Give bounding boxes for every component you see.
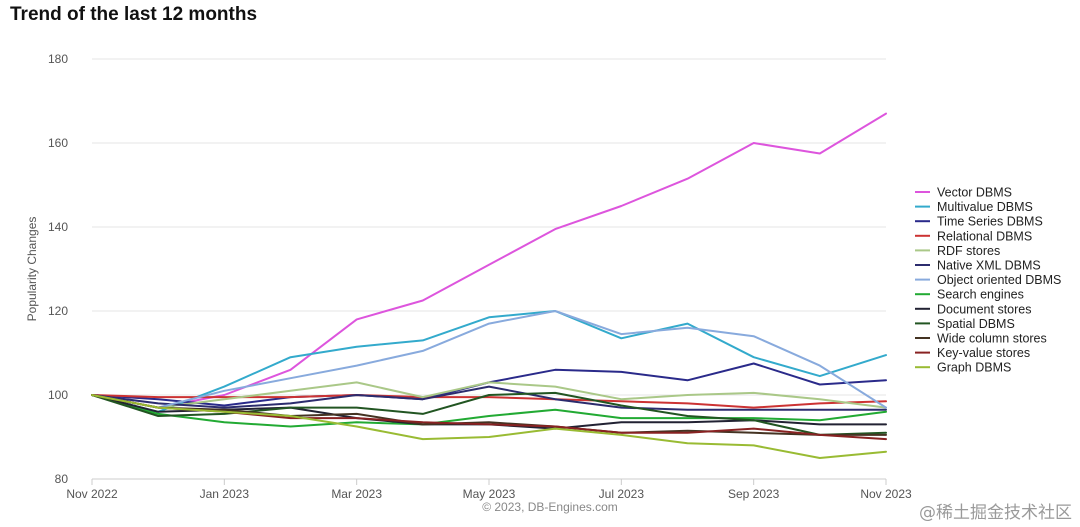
legend-item[interactable]: Spatial DBMS (915, 317, 1015, 331)
series-line-native-xml-dbms[interactable] (91, 385, 887, 411)
legend-item[interactable]: RDF stores (915, 244, 1000, 258)
legend-item[interactable]: Key-value stores (915, 346, 1030, 360)
x-tick-label: May 2023 (463, 487, 516, 501)
series-line-time-series-dbms[interactable] (91, 362, 887, 407)
watermark-text: @稀土掘金技术社区 (919, 503, 1072, 523)
x-tick-label: Jul 2023 (599, 487, 645, 501)
legend-item[interactable]: Time Series DBMS (915, 215, 1043, 229)
x-tick-label: Nov 2022 (66, 487, 118, 501)
series-line-spatial-dbms[interactable] (91, 391, 887, 436)
x-tick-label: Sep 2023 (728, 487, 780, 501)
y-tick-label: 160 (48, 136, 68, 150)
legend-label: Relational DBMS (937, 229, 1032, 243)
legend-item[interactable]: Native XML DBMS (915, 259, 1041, 273)
series-line-object-oriented-dbms[interactable] (91, 310, 887, 409)
legend-label: Vector DBMS (937, 186, 1012, 200)
axes: 80 100 120 140 160 180 Nov 2022 Jan 2023 Mar 202… (25, 52, 912, 501)
x-tick-label: Mar 2023 (331, 487, 382, 501)
y-axis-title: Popularity Changes (25, 217, 39, 322)
legend-label: Key-value stores (937, 346, 1030, 360)
legend-item[interactable]: Graph DBMS (915, 361, 1011, 375)
series-line-rdf-stores[interactable] (91, 381, 887, 409)
legend-label: Search engines (937, 288, 1024, 302)
legend-label: Document stores (937, 302, 1031, 316)
legend-label: Multivalue DBMS (937, 200, 1033, 214)
legend-label: Wide column stores (937, 332, 1047, 346)
y-tick-label: 120 (48, 304, 68, 318)
credit-text[interactable]: © 2023, DB-Engines.com (482, 500, 618, 514)
legend-label: RDF stores (937, 244, 1000, 258)
series-line-graph-dbms[interactable] (91, 394, 887, 459)
y-tick-label: 140 (48, 220, 68, 234)
legend-item[interactable]: Vector DBMS (915, 186, 1012, 200)
x-tick-label: Jan 2023 (200, 487, 250, 501)
series-line-multivalue-dbms[interactable] (91, 310, 887, 413)
y-tick-label: 100 (48, 388, 68, 402)
series-line-vector-dbms[interactable] (91, 112, 887, 409)
page-title: Trend of the last 12 months (10, 4, 258, 25)
legend-label: Spatial DBMS (937, 317, 1015, 331)
series-lines (91, 112, 887, 459)
legend-item[interactable]: Wide column stores (915, 332, 1047, 346)
series-line-wide-column-stores[interactable] (91, 394, 887, 436)
legend-item[interactable]: Document stores (915, 302, 1031, 316)
series-line-search-engines[interactable] (91, 394, 887, 428)
y-tick-label: 180 (48, 52, 68, 66)
legend-label: Graph DBMS (937, 361, 1011, 375)
legend-label: Time Series DBMS (937, 215, 1043, 229)
legend-label: Native XML DBMS (937, 259, 1041, 273)
legend-item[interactable]: Object oriented DBMS (915, 273, 1061, 287)
legend-label: Object oriented DBMS (937, 273, 1061, 287)
y-tick-label: 80 (55, 472, 69, 486)
legend-item[interactable]: Search engines (915, 288, 1024, 302)
x-tick-label: Nov 2023 (860, 487, 912, 501)
series-line-relational-dbms[interactable] (91, 394, 887, 409)
legend-item[interactable]: Multivalue DBMS (915, 200, 1033, 214)
legend-item[interactable]: Relational DBMS (915, 229, 1032, 243)
